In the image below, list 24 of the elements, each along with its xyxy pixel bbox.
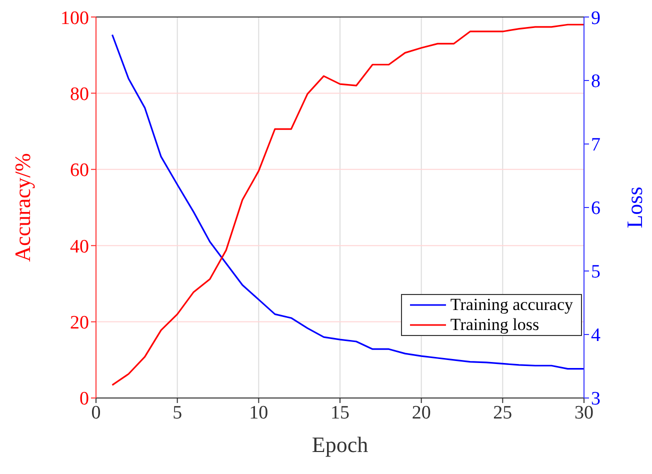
y2-tick-label: 8 xyxy=(591,71,600,92)
x-tick-label: 30 xyxy=(574,402,594,424)
x-tick-label: 20 xyxy=(412,402,431,424)
y2-tick-label: 5 xyxy=(591,262,600,283)
x-tick-label: 5 xyxy=(172,402,182,424)
y-tick-label: 80 xyxy=(70,84,89,105)
y2-tick-label: 3 xyxy=(591,388,600,410)
legend-label: Training loss xyxy=(450,315,540,335)
y2-tick-label: 4 xyxy=(591,325,601,346)
y-tick-label: 100 xyxy=(60,8,89,29)
x-tick-label: 25 xyxy=(493,402,512,424)
x-axis-title: Epoch xyxy=(312,432,368,457)
y-tick-label: 0 xyxy=(80,388,89,410)
legend-label: Training accuracy xyxy=(450,295,573,315)
y2-tick-label: 6 xyxy=(591,198,600,220)
x-tick-label: 15 xyxy=(330,402,350,424)
y-axis-title: Accuracy/% xyxy=(10,153,35,262)
y2-tick-label: 9 xyxy=(591,8,600,29)
y2-axis-title: Loss xyxy=(622,186,647,228)
y-tick-label: 20 xyxy=(70,312,89,334)
x-tick-label: 10 xyxy=(249,402,268,424)
y2-tick-label: 7 xyxy=(591,134,600,156)
y-tick-label: 60 xyxy=(70,160,89,182)
y-tick-label: 40 xyxy=(70,236,89,258)
